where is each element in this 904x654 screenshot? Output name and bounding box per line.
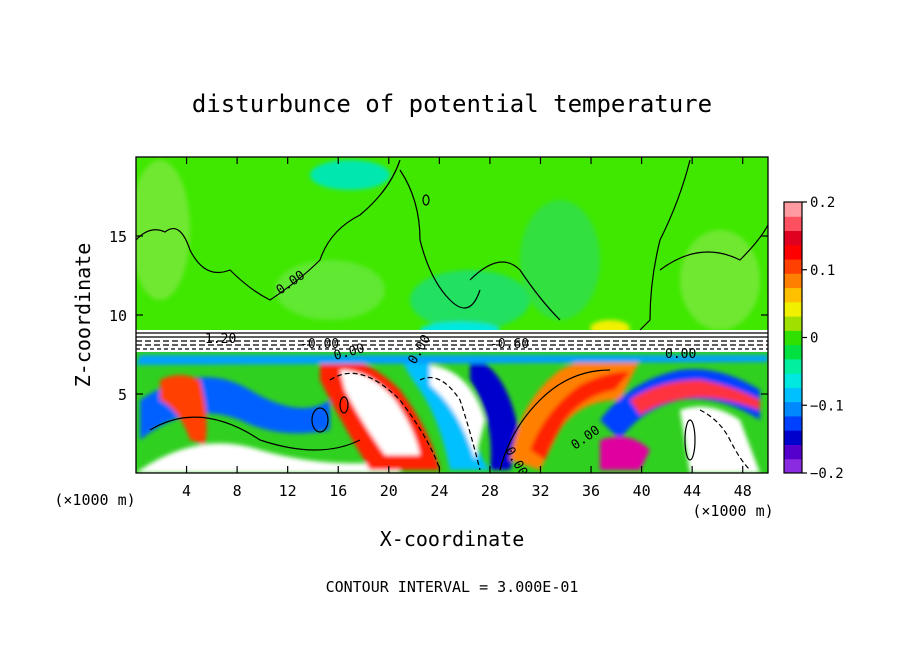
contour-line <box>136 159 401 301</box>
colorbar-swatch <box>784 216 802 232</box>
x-tick-label: 8 <box>233 482 242 500</box>
colorbar-tick-label: 0 <box>810 331 818 347</box>
field-patch <box>136 355 768 365</box>
x-tick-label: 24 <box>430 482 448 500</box>
plot-area: 1.20 0.00 -0.60 0.00 0.00 0.00 0.00 0.00… <box>136 157 768 473</box>
field-patch <box>136 160 190 300</box>
field-patch <box>430 365 485 460</box>
colorbar-swatch <box>784 415 802 431</box>
z-axis-label: Z-coordinate <box>71 243 95 388</box>
contour-line <box>399 169 481 309</box>
x-tick-label: 40 <box>633 482 651 500</box>
z-axis: 5 10 15 <box>109 228 768 404</box>
x-tick-label: 28 <box>481 482 499 500</box>
x-tick-label: 12 <box>279 482 297 500</box>
colorbar: 0.2 0.1 0 −0.1 −0.2 <box>783 195 844 482</box>
x-unit-label-left: (×1000 m) <box>54 491 135 509</box>
x-tick-label: 44 <box>683 482 701 500</box>
field-patch <box>680 406 760 473</box>
z-tick-label: 15 <box>109 228 127 246</box>
x-tick-label: 32 <box>531 482 549 500</box>
contour-line <box>149 416 361 451</box>
x-tick-label: 48 <box>734 482 752 500</box>
colorbar-swatch <box>784 287 802 303</box>
field-patch <box>630 380 760 415</box>
field-patch <box>275 260 385 320</box>
colorbar-swatch <box>784 330 802 346</box>
field-patch <box>530 371 630 460</box>
x-tick-label: 16 <box>329 482 347 500</box>
contour-interval: CONTOUR INTERVAL = 3.000E-01 <box>326 578 579 596</box>
colorbar-tick-label: −0.1 <box>810 398 844 414</box>
colorbar-swatch <box>784 373 802 388</box>
colorbar-swatch <box>784 202 802 217</box>
colorbar-tick-label: 0.1 <box>810 263 835 279</box>
contour-line <box>699 409 751 471</box>
contour-line <box>339 396 349 414</box>
colorbar-swatch <box>784 387 802 403</box>
chart-title: disturbunce of potential temperature <box>192 90 712 118</box>
contour-label: 1.20 <box>205 332 236 347</box>
field-patch <box>680 230 760 330</box>
x-tick-label: 20 <box>380 482 398 500</box>
contour-line <box>329 372 441 471</box>
contour-line <box>639 159 691 331</box>
contour-line <box>469 261 561 321</box>
colorbar-swatch <box>784 273 802 289</box>
z-tick-label: 5 <box>118 386 127 404</box>
colorbar-swatch <box>784 430 802 445</box>
colorbar-swatch <box>784 259 802 274</box>
colorbar-swatch <box>784 401 802 417</box>
colorbar-swatch <box>784 458 802 474</box>
colorbar-swatch <box>784 301 802 317</box>
colorbar-swatch <box>784 344 802 360</box>
x-tick-label: 4 <box>182 482 191 500</box>
contour-label: 0.00 <box>665 347 696 362</box>
x-axis: 4 8 12 16 20 24 28 32 36 40 44 48 <box>182 157 752 500</box>
field-patch <box>310 160 390 190</box>
contour-line <box>311 407 329 433</box>
colorbar-swatch <box>784 244 802 260</box>
colorbar-tick-label: −0.2 <box>810 466 844 482</box>
field-patch <box>160 375 207 445</box>
field-patch <box>136 443 400 473</box>
contour-line <box>499 369 611 471</box>
contour-label: -0.60 <box>490 337 529 352</box>
field-patch <box>410 270 530 330</box>
contour-line <box>422 194 430 206</box>
contour-label: -0.00 <box>300 337 339 352</box>
field-patch <box>340 370 420 455</box>
contour-line <box>684 419 696 461</box>
x-axis-label: X-coordinate <box>380 527 525 551</box>
x-unit-label-right: (×1000 m) <box>692 502 773 520</box>
field-patch <box>470 355 520 470</box>
colorbar-swatch <box>784 358 802 374</box>
contour-line <box>419 376 481 471</box>
field-patch <box>400 355 490 470</box>
colorbar-tick-label: 0.2 <box>810 195 835 211</box>
field-patch <box>520 200 600 320</box>
z-tick-label: 10 <box>109 307 127 325</box>
colorbar-swatch <box>784 316 802 331</box>
colorbar-swatch <box>784 444 802 460</box>
x-tick-label: 36 <box>582 482 600 500</box>
colorbar-swatch <box>784 230 802 246</box>
field-patch <box>600 436 650 470</box>
